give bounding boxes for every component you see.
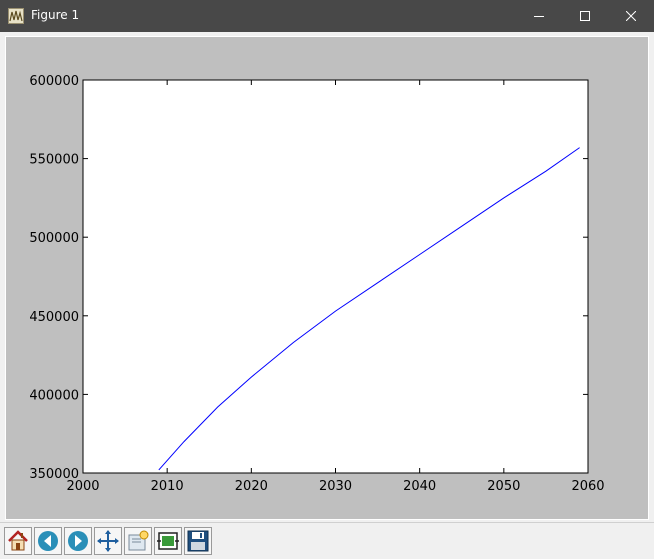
line-chart: 2000 2010 2020 2030 2040 2050 2060 350000 400000…	[29, 74, 604, 494]
plot-area	[83, 80, 588, 473]
x-tick-label: 2020	[235, 479, 268, 494]
forward-arrow-icon	[68, 531, 88, 551]
minimize-icon	[534, 16, 544, 17]
x-tick-label: 2040	[403, 479, 436, 494]
forward-button[interactable]	[64, 527, 92, 555]
back-arrow-icon	[38, 531, 58, 551]
home-icon	[8, 530, 28, 551]
save-icon	[187, 530, 209, 552]
close-icon	[626, 11, 636, 21]
figure-canvas[interactable]: 2000 2010 2020 2030 2040 2050 2060 350000 400000…	[5, 36, 649, 520]
close-button[interactable]	[608, 0, 654, 32]
y-tick-label: 500000	[29, 231, 79, 246]
title-bar[interactable]: Figure 1	[0, 0, 654, 32]
maximize-button[interactable]	[562, 0, 608, 32]
x-tick-label: 2030	[319, 479, 352, 494]
x-tick-label: 2060	[571, 479, 604, 494]
axes-frame	[82, 79, 589, 474]
y-tick-label: 400000	[29, 388, 79, 403]
window-title: Figure 1	[31, 8, 80, 22]
minimize-button[interactable]	[516, 0, 562, 32]
zoom-button[interactable]	[124, 527, 152, 555]
subplots-icon	[157, 532, 179, 550]
pan-icon	[97, 530, 119, 552]
home-button[interactable]	[4, 527, 32, 555]
y-tick-label: 600000	[29, 74, 79, 89]
y-tick-label: 450000	[29, 310, 79, 325]
series-line-0	[158, 147, 580, 471]
x-tick-label: 2050	[487, 479, 520, 494]
pan-button[interactable]	[94, 527, 122, 555]
y-tick-label: 550000	[29, 153, 79, 168]
maximize-icon	[580, 11, 590, 21]
subplots-button[interactable]	[154, 527, 182, 555]
x-tick-label: 2000	[66, 479, 99, 494]
zoom-icon	[128, 530, 149, 551]
matplotlib-figure-icon	[8, 8, 24, 24]
save-button[interactable]	[184, 527, 212, 555]
navigation-toolbar	[0, 522, 654, 559]
back-button[interactable]	[34, 527, 62, 555]
y-tick-label: 350000	[29, 467, 79, 482]
x-tick-label: 2010	[151, 479, 184, 494]
